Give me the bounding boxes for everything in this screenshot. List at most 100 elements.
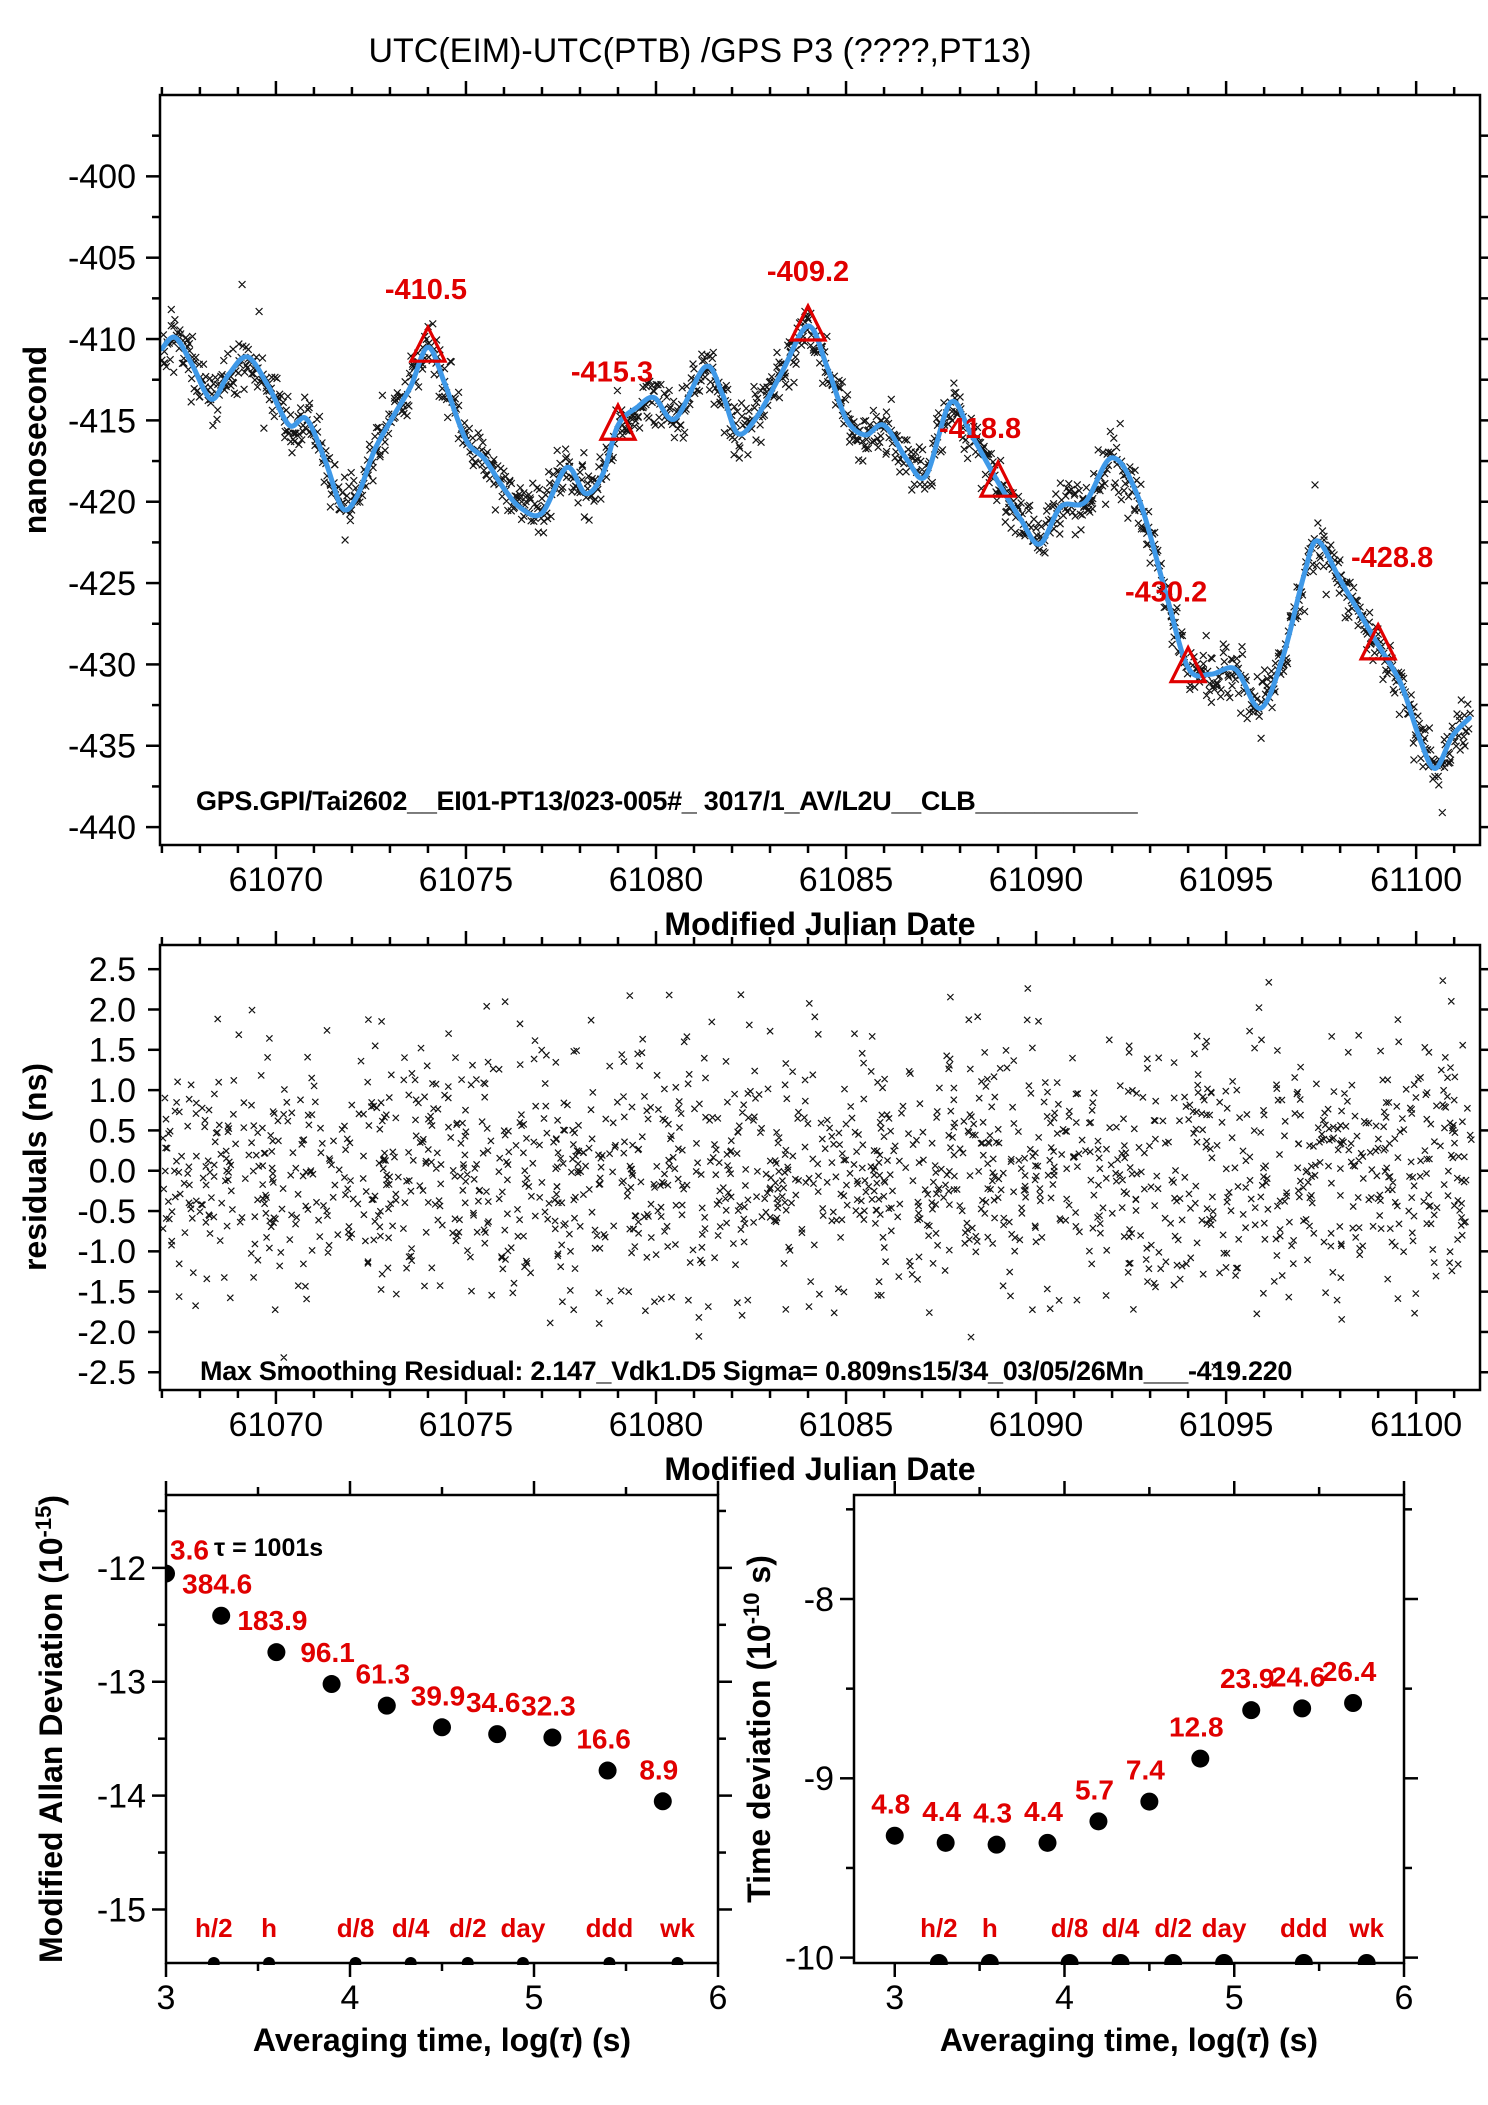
data-point-label: 34.6 <box>466 1687 521 1718</box>
y-tick-label: -410 <box>68 321 136 359</box>
x-tick-label: 61100 <box>1370 1406 1462 1444</box>
tau-marker-label: d/4 <box>1102 1913 1140 1943</box>
middle-plot: 61070 61075 61080 61085 61090 61095 61100 2.52.… <box>17 931 1488 1487</box>
smoothing-marker-triangle <box>788 302 828 342</box>
tau-marker-label: day <box>1202 1913 1247 1943</box>
x-tick-label: 5 <box>525 1979 544 2017</box>
tau-marker-label: d/4 <box>392 1913 430 1943</box>
data-point-label: 23.9 <box>1220 1663 1275 1694</box>
data-point <box>1344 1694 1363 1712</box>
middle-plot-annotation: Max Smoothing Residual: 2.147_Vdk1.D5 Si… <box>200 1356 1292 1386</box>
x-tick-label: 61070 <box>229 861 324 899</box>
y-tick-label: 2.0 <box>89 991 136 1029</box>
y-tick-label: -1.5 <box>77 1274 136 1312</box>
smoothing-marker-triangle <box>408 323 448 363</box>
y-tick-label: -15 <box>97 1891 146 1929</box>
data-point-label: 96.1 <box>300 1637 355 1668</box>
data-point <box>212 1606 231 1625</box>
x-tick-label: 4 <box>1055 1979 1074 2017</box>
residual-scatter-points <box>160 977 1475 1371</box>
tau-marker-label: ddd <box>1280 1913 1328 1943</box>
plots-group: -410.5 -415.3 -409.2 -418.8 -430.2 -428.8 6107… <box>17 81 1488 2058</box>
data-point <box>377 1696 396 1715</box>
data-point-label: 384.6 <box>182 1569 252 1600</box>
y-tick-label: -2.5 <box>77 1354 136 1392</box>
x-axis-title: Modified Julian Date <box>664 906 975 942</box>
top-plot: -410.5 -415.3 -409.2 -418.8 -430.2 -428.8 6107… <box>17 81 1488 942</box>
y-tick-label: -10 <box>785 1940 834 1978</box>
x-tick-label: 61085 <box>799 1406 894 1444</box>
x-tick-label: 4 <box>341 1979 360 2017</box>
smoothed-curve <box>160 323 1472 771</box>
x-tick-label: 61070 <box>229 1406 324 1444</box>
x-tick-label: 61095 <box>1179 861 1274 899</box>
y-tick-label: -440 <box>68 809 136 847</box>
y-tick-label: 2.5 <box>89 951 136 989</box>
y-tick-label: -8 <box>804 1581 834 1619</box>
tau-marker-label: ddd <box>586 1913 634 1943</box>
tau-marker-label: h/2 <box>920 1913 958 1943</box>
tau-marker-label: d/2 <box>449 1913 487 1943</box>
y-tick-label: -415 <box>68 402 136 440</box>
data-point-label: 3.6 <box>170 1535 209 1566</box>
bottom_left-data <box>166 1564 684 1965</box>
y-tick-label: -0.5 <box>77 1193 136 1231</box>
y-tick-label: -430 <box>68 646 136 684</box>
x-tick-label: 5 <box>1225 1979 1244 2017</box>
y-tick-label: -400 <box>68 158 136 196</box>
data-point <box>1140 1792 1159 1811</box>
smoothing-marker-label: -428.8 <box>1351 542 1433 574</box>
y-tick-label: -12 <box>97 1550 146 1588</box>
data-point-label: 5.7 <box>1075 1774 1114 1805</box>
smoothing-marker-triangle <box>1168 644 1208 684</box>
smoothing-marker-label: -418.8 <box>939 413 1021 445</box>
smoothing-marker-triangle <box>1358 621 1398 661</box>
data-point <box>322 1675 341 1694</box>
tau-marker-label: d/8 <box>337 1913 375 1943</box>
time-deviation-plot: h/2 h d/8 d/4 d/2 day ddd wk 4.8 4.4 4.3 4.4 5.7 7.41… <box>739 1481 1418 2058</box>
smoothing-marker-triangle <box>978 458 1018 498</box>
data-point-label: 7.4 <box>1126 1755 1165 1786</box>
y-axis-title: residuals (ns) <box>17 1063 53 1271</box>
y-tick-label: -14 <box>97 1778 146 1816</box>
tau-marker-label: d/2 <box>1154 1913 1192 1943</box>
data-point-label: 4.4 <box>1024 1796 1063 1827</box>
smoothing-marker-triangle <box>598 401 638 441</box>
allan-deviation-plot: h/2 h d/8 d/4 d/2 day ddd wk3.6384.6183.996.161… <box>31 1481 732 2058</box>
tau-marker-label: wk <box>659 1913 695 1943</box>
data-point <box>1293 1699 1312 1718</box>
data-point <box>653 1792 672 1811</box>
figure-title: UTC(EIM)-UTC(PTB) /GPS P3 (????,PT13) <box>368 32 1031 70</box>
y-tick-label: 0.5 <box>89 1112 136 1150</box>
tau-marker-label: h <box>261 1913 277 1943</box>
data-point <box>1242 1701 1261 1720</box>
y-axis-title: Modified Allan Deviation (10-15) <box>31 1495 69 1963</box>
data-point <box>1089 1812 1108 1831</box>
data-point-label: 32.3 <box>521 1691 576 1722</box>
top-scatter-points <box>160 280 1475 817</box>
tau-marker-label: day <box>501 1913 546 1943</box>
data-point <box>267 1643 286 1662</box>
tau-marker-label: h/2 <box>195 1913 233 1943</box>
data-point-label: 4.3 <box>973 1798 1012 1829</box>
x-axis-title: Averaging time, log(τ) (s) <box>253 2022 631 2058</box>
y-tick-label: 1.5 <box>89 1032 136 1070</box>
y-tick-label: -425 <box>68 565 136 603</box>
x-axis-title: Modified Julian Date <box>664 1451 975 1487</box>
x-tick-label: 3 <box>885 1979 904 2017</box>
tau-marker-label: wk <box>1348 1913 1384 1943</box>
tau-marker-label: d/8 <box>1051 1913 1089 1943</box>
data-point-label: 39.9 <box>411 1680 466 1711</box>
data-point <box>987 1835 1006 1854</box>
data-point <box>433 1718 451 1737</box>
x-tick-label: 61080 <box>609 1406 704 1444</box>
tau-annotation: τ = 1001s <box>214 1534 323 1562</box>
y-axis-title: nanosecond <box>17 346 53 534</box>
middle-plot-data <box>160 977 1475 1371</box>
x-tick-label: 3 <box>157 1979 176 2017</box>
smoothing-marker-label: -410.5 <box>385 274 467 306</box>
smoothing-marker-label: -430.2 <box>1125 577 1207 609</box>
data-point-label: 4.4 <box>922 1796 961 1827</box>
data-point <box>885 1826 904 1845</box>
